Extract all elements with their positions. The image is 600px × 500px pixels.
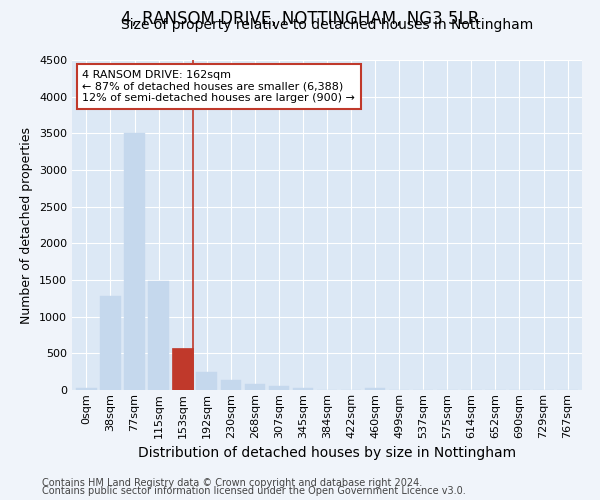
Bar: [293, 388, 313, 390]
Bar: [269, 386, 289, 390]
Bar: [365, 388, 385, 390]
Text: Contains public sector information licensed under the Open Government Licence v3: Contains public sector information licen…: [42, 486, 466, 496]
Bar: [196, 372, 217, 390]
Bar: [245, 384, 265, 390]
Title: Size of property relative to detached houses in Nottingham: Size of property relative to detached ho…: [121, 18, 533, 32]
Bar: [172, 348, 193, 390]
Bar: [221, 380, 241, 390]
Text: 4 RANSOM DRIVE: 162sqm
← 87% of detached houses are smaller (6,388)
12% of semi-: 4 RANSOM DRIVE: 162sqm ← 87% of detached…: [82, 70, 355, 103]
Y-axis label: Number of detached properties: Number of detached properties: [20, 126, 34, 324]
Bar: [124, 134, 145, 390]
X-axis label: Distribution of detached houses by size in Nottingham: Distribution of detached houses by size …: [138, 446, 516, 460]
Text: 4, RANSOM DRIVE, NOTTINGHAM, NG3 5LR: 4, RANSOM DRIVE, NOTTINGHAM, NG3 5LR: [121, 10, 479, 28]
Bar: [100, 296, 121, 390]
Text: Contains HM Land Registry data © Crown copyright and database right 2024.: Contains HM Land Registry data © Crown c…: [42, 478, 422, 488]
Bar: [76, 388, 97, 390]
Bar: [148, 282, 169, 390]
